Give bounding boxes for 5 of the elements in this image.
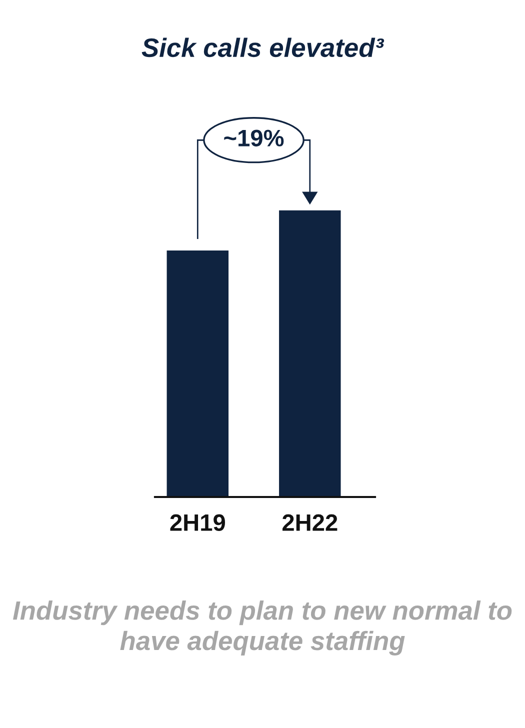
x-tick-label: 2H22	[282, 514, 338, 531]
text: ~19%	[224, 130, 284, 146]
chart-title: Sick calls elevated³	[142, 38, 384, 58]
x-tick-label: 2H19	[170, 514, 225, 532]
text: Industry needs to plan to new normal to have adequate staffing	[13, 600, 512, 656]
